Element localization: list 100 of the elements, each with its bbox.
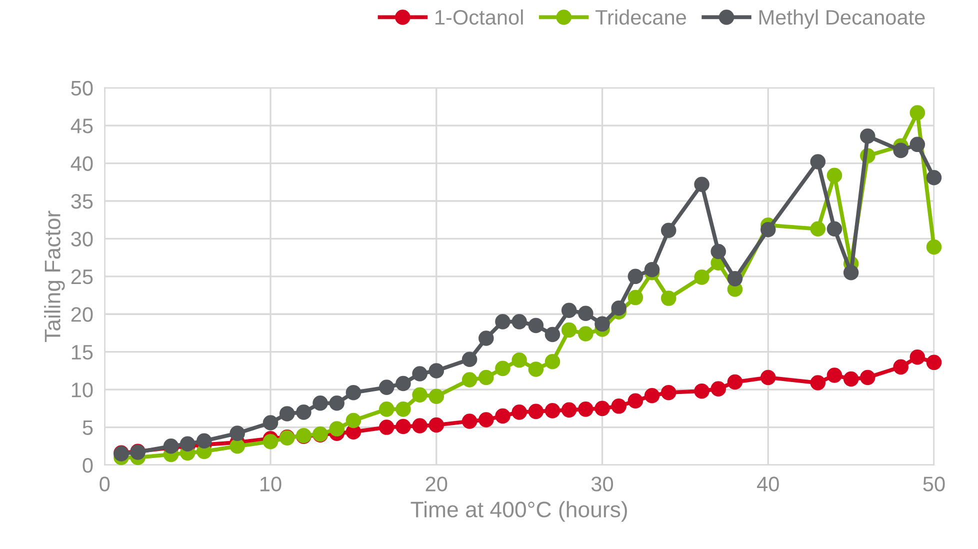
point: [495, 360, 510, 376]
x-tick-label: 20: [426, 476, 448, 492]
y-tick-label: 10: [72, 382, 93, 398]
point: [826, 168, 842, 183]
point: [262, 415, 278, 430]
point: [462, 414, 478, 429]
y-tick-label: 45: [70, 118, 93, 134]
x-axis-title: Time at 400°C (hours): [410, 501, 627, 522]
point: [578, 326, 594, 342]
point: [180, 436, 196, 452]
y-tick-label: 35: [71, 194, 93, 209]
point: [262, 434, 278, 450]
y-tick-label: 20: [71, 307, 93, 322]
point: [462, 352, 478, 368]
point: [694, 270, 710, 285]
point: [312, 396, 328, 411]
point: [826, 221, 842, 237]
point: [710, 381, 726, 396]
point: [843, 371, 859, 387]
point: [594, 316, 610, 332]
point: [346, 384, 362, 400]
point: [544, 354, 560, 370]
point: [810, 375, 826, 390]
point: [611, 398, 626, 414]
point: [495, 408, 510, 424]
point: [528, 318, 544, 334]
point: [561, 302, 577, 318]
x-tick-label: 10: [260, 476, 282, 492]
point: [428, 388, 444, 404]
point: [512, 352, 527, 368]
point: [478, 330, 494, 346]
y-tick-label: 25: [71, 269, 93, 284]
point: [660, 384, 676, 400]
point: [396, 402, 411, 417]
point: [710, 244, 726, 260]
point: [512, 404, 527, 420]
point: [396, 418, 411, 434]
point: [644, 388, 660, 404]
point: [760, 222, 776, 238]
point: [860, 370, 876, 386]
point: [860, 128, 876, 144]
point: [528, 362, 544, 377]
point: [329, 396, 344, 411]
point: [926, 170, 942, 186]
point: [428, 363, 444, 378]
point: [727, 271, 743, 286]
point: [478, 370, 494, 386]
point: [230, 438, 245, 454]
x-tick-label: 40: [757, 476, 779, 492]
y-tick-label: 40: [70, 156, 93, 172]
point: [279, 406, 295, 422]
point: [760, 370, 776, 386]
point: [810, 154, 826, 170]
point: [628, 290, 644, 306]
point: [296, 404, 312, 420]
point: [660, 290, 676, 306]
point: [528, 404, 544, 420]
legend-label: 1-Octanol: [436, 9, 523, 25]
point: [561, 322, 577, 338]
y-tick-label: 0: [82, 458, 93, 473]
point: [694, 383, 710, 399]
point: [660, 222, 676, 238]
point: [926, 354, 942, 370]
point: [594, 400, 610, 416]
x-tick-label: 30: [591, 476, 614, 492]
y-tick-label: 50: [71, 80, 93, 96]
point: [412, 366, 428, 382]
x-tick-label: 50: [923, 476, 945, 492]
point: [561, 402, 577, 418]
point: [428, 417, 444, 433]
point: [810, 221, 826, 237]
y-tick-label: 30: [71, 232, 93, 246]
point: [196, 433, 212, 449]
point: [926, 239, 942, 255]
point: [230, 426, 245, 441]
point: [628, 268, 644, 284]
point: [727, 374, 743, 390]
point: [694, 176, 710, 192]
point: [910, 349, 926, 365]
point: [910, 136, 926, 152]
point: [628, 393, 644, 409]
point: [893, 142, 908, 158]
point: [478, 412, 494, 428]
y-axis-title: Tailing Factor: [44, 210, 65, 342]
point: [378, 420, 394, 435]
point: [378, 402, 394, 417]
point: [396, 376, 411, 392]
legend-label: Tridecane: [596, 9, 686, 25]
point: [544, 326, 560, 342]
point: [843, 265, 859, 280]
y-tick-label: 5: [82, 420, 93, 436]
legend-label: Methyl Decanoate: [759, 9, 925, 29]
point: [893, 359, 908, 375]
point: [910, 105, 926, 120]
point: [644, 262, 660, 278]
point: [512, 314, 527, 330]
point: [412, 418, 428, 434]
point: [329, 421, 344, 436]
point: [578, 402, 594, 417]
point: [378, 380, 394, 395]
